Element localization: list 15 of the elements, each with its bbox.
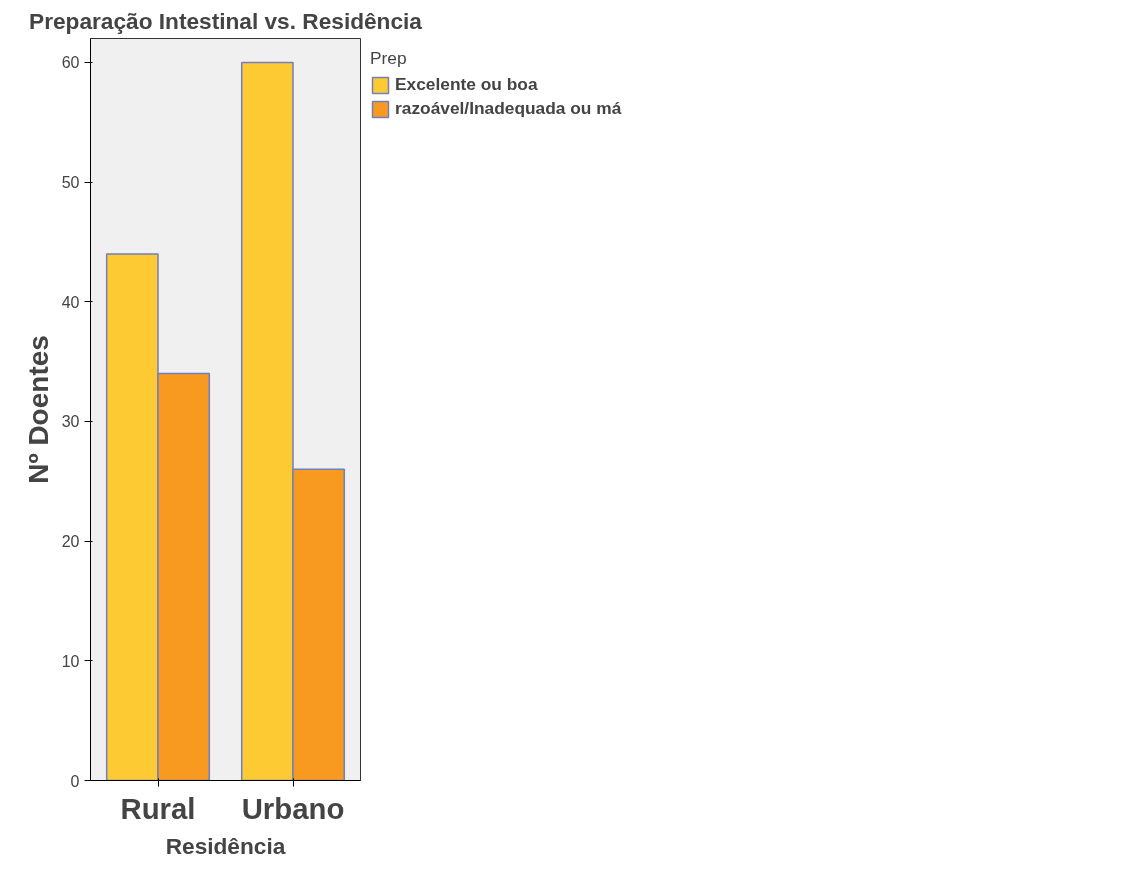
legend-title: Prep [370,48,408,69]
y-tick-label: 40 [61,293,80,311]
y-tick-label: 0 [70,772,80,790]
x-tick-label: Rural [120,791,196,825]
legend-label: razoável/Inadequada ou má [395,98,623,119]
y-tick-label: 60 [61,54,80,72]
chart-title: Preparação Intestinal vs. Residência [29,7,423,34]
x-axis-title: Residência [165,832,286,859]
x-tick-label: Urbano [241,791,345,825]
legend-label: Excelente ou boa [395,74,539,95]
y-tick-label: 30 [61,413,80,431]
y-tick-label: 50 [61,174,80,192]
y-axis-title: Nº Doentes [22,335,54,484]
y-tick-label: 20 [61,533,80,551]
y-tick-label: 10 [61,652,80,670]
